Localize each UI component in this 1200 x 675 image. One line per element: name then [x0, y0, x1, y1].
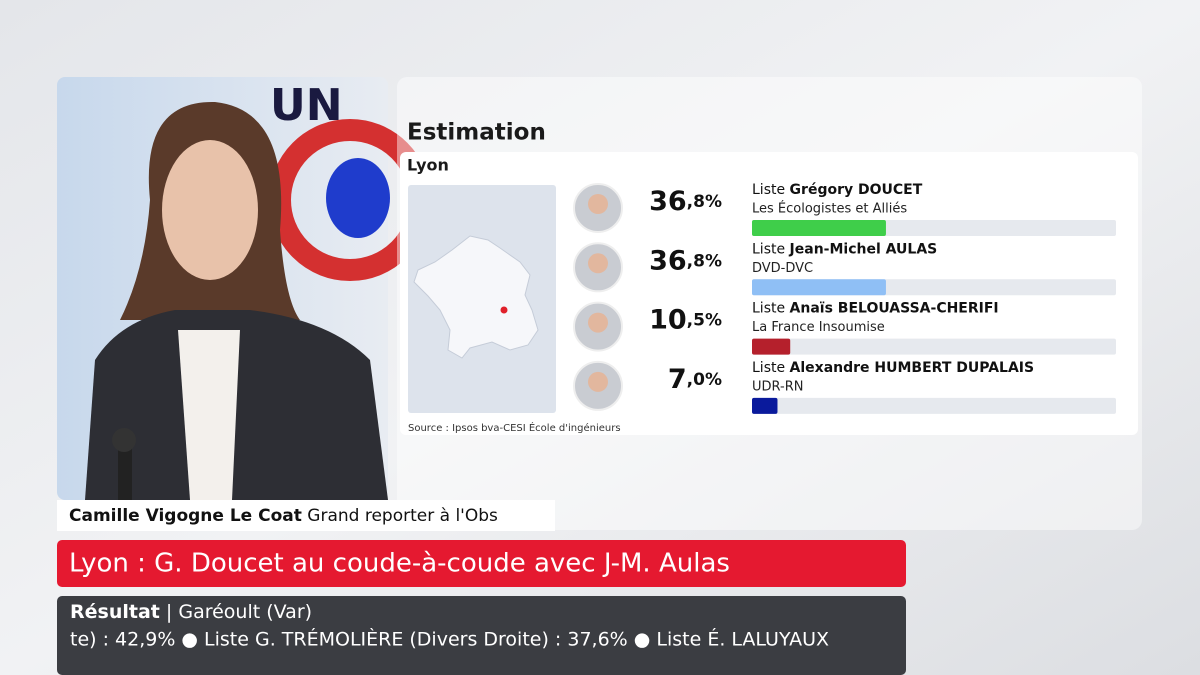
- ticker-location: Garéoult (Var): [178, 601, 312, 623]
- candidate: Liste Jean-Michel AULAS: [752, 241, 937, 257]
- ticker-box: [57, 596, 906, 675]
- ticker-head: Résultat | Garéoult (Var): [70, 601, 312, 623]
- party: UDR-RN: [752, 379, 803, 394]
- value-rest: ,8%: [687, 251, 722, 271]
- avatar-face: [588, 253, 608, 274]
- candidate-name: Alexandre HUMBERT DUPALAIS: [790, 360, 1035, 376]
- value-rest: ,8%: [687, 192, 722, 212]
- party: Les Écologistes et Alliés: [752, 201, 907, 217]
- value-main: 36: [649, 186, 687, 217]
- guest-role: Grand reporter à l'Obs: [307, 506, 498, 526]
- source: Source : Ipsos bva-CESI École d'ingénieu…: [408, 421, 621, 434]
- bar: [752, 279, 886, 296]
- list-prefix: Liste: [752, 360, 785, 376]
- avatar-face: [588, 312, 608, 333]
- headline-box: [57, 540, 906, 587]
- value-rest: ,0%: [687, 370, 722, 390]
- candidate: Liste Alexandre HUMBERT DUPALAIS: [752, 360, 1034, 376]
- value-label: 7,0%: [668, 363, 722, 394]
- ticker-sep: |: [166, 601, 172, 623]
- video: UN: [57, 77, 431, 500]
- party: DVD-DVC: [752, 261, 813, 276]
- bar-track: [752, 338, 1116, 355]
- value-main: 10: [649, 304, 687, 335]
- candidate-name: Anaïs BELOUASSA-CHERIFI: [790, 301, 999, 317]
- candidate: Liste Anaïs BELOUASSA-CHERIFI: [752, 301, 999, 317]
- value-main: 7: [668, 363, 687, 394]
- list-prefix: Liste: [752, 182, 785, 198]
- avatar-face: [588, 194, 608, 214]
- map: [408, 185, 556, 413]
- value-label: 10,5%: [649, 304, 722, 335]
- list-prefix: Liste: [752, 301, 785, 317]
- list-prefix: Liste: [752, 241, 785, 257]
- candidate: Liste Grégory DOUCET: [752, 182, 923, 198]
- panel-title: Estimation: [407, 120, 546, 146]
- name-box: [57, 500, 555, 531]
- value-label: 36,8%: [649, 186, 722, 217]
- value-rest: ,5%: [687, 311, 722, 331]
- name-line: Camille Vigogne Le Coat Grand reporter à…: [69, 506, 498, 526]
- bar-track: [752, 397, 1116, 414]
- bar: [752, 338, 791, 355]
- avatar-face: [588, 371, 608, 392]
- headline: Lyon : G. Doucet au coude-à-coude avec J…: [69, 549, 730, 579]
- bar: [752, 220, 886, 236]
- value-main: 36: [649, 245, 687, 276]
- bar: [752, 397, 778, 414]
- value-label: 36,8%: [649, 245, 722, 276]
- svg-text:UN: UN: [270, 80, 343, 131]
- guest-name: Camille Vigogne Le Coat: [69, 506, 302, 526]
- city: Lyon: [407, 156, 449, 175]
- candidate-name: Grégory DOUCET: [790, 182, 923, 198]
- party: La France Insoumise: [752, 320, 885, 335]
- ticker-text: te) : 42,9% ● Liste G. TRÉMOLIÈRE (Diver…: [70, 628, 829, 651]
- ticker-label: Résultat: [70, 601, 160, 623]
- candidate-name: Jean-Michel AULAS: [789, 241, 938, 257]
